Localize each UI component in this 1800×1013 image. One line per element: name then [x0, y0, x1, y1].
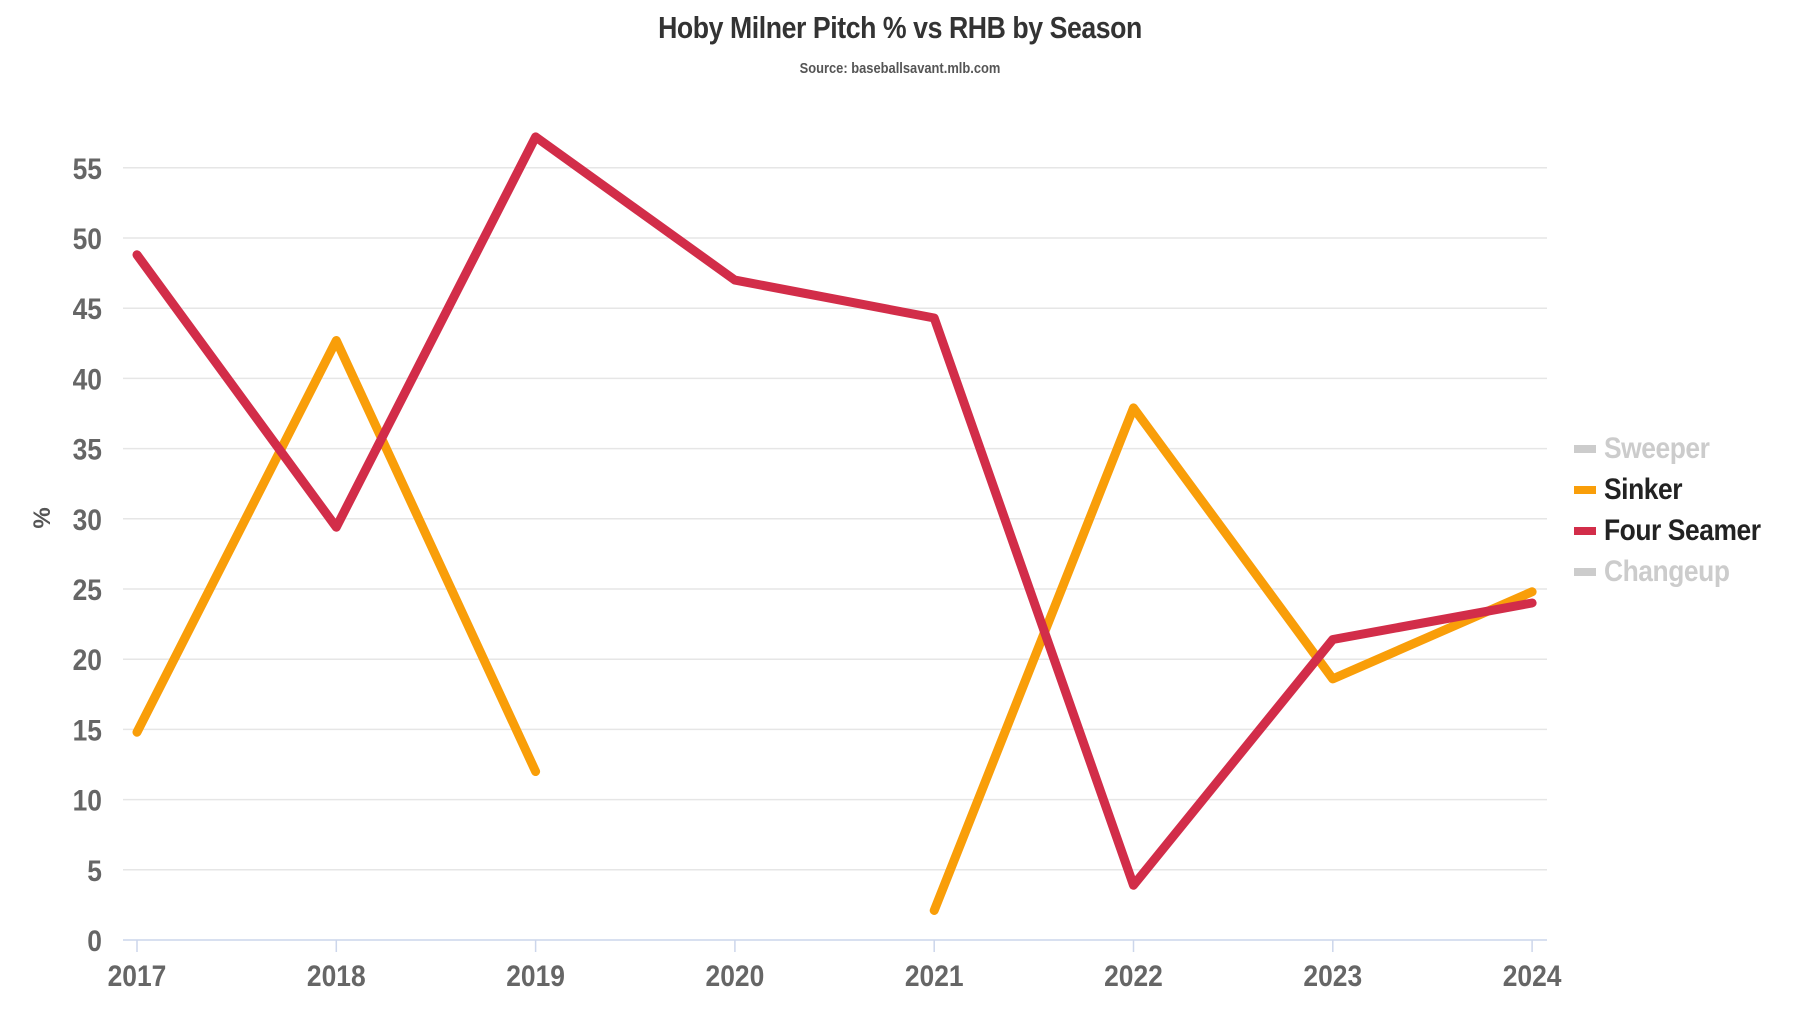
- legend-item-sinker[interactable]: Sinker: [1574, 469, 1782, 510]
- x-tick-label: 2022: [1104, 958, 1163, 992]
- y-tick-label: 45: [73, 292, 102, 326]
- legend-item-four-seamer[interactable]: Four Seamer: [1574, 510, 1782, 551]
- x-tick-label: 2021: [905, 958, 964, 992]
- x-tick-label: 2020: [706, 958, 765, 992]
- y-axis-label: %: [29, 507, 56, 528]
- series-line-four-seamer[interactable]: [132, 132, 1537, 890]
- y-tick-label: 35: [73, 432, 102, 466]
- y-tick-label: 55: [73, 151, 102, 185]
- legend: Sweeper Sinker Four Seamer Changeup: [1574, 428, 1782, 592]
- y-tick-label: 15: [73, 713, 102, 747]
- y-tick-label: 30: [73, 502, 102, 536]
- legend-swatch-sweeper: [1574, 444, 1596, 453]
- legend-label: Sinker: [1604, 472, 1683, 506]
- y-tick-label: 20: [73, 643, 102, 677]
- x-axis: 2017 2018 2019 2020 2021 2022 2023 2024: [108, 939, 1562, 992]
- y-axis-ticks: 0 5 10 15 20 25 30 35 40 45 50 55: [73, 151, 102, 957]
- x-tick-label: 2023: [1303, 958, 1362, 992]
- legend-label: Four Seamer: [1604, 513, 1761, 547]
- x-tick-label: 2019: [506, 958, 565, 992]
- series-line-sinker[interactable]: [929, 403, 1537, 915]
- y-tick-label: 0: [87, 923, 102, 957]
- chart-title: Hoby Milner Pitch % vs RHB by Season: [658, 10, 1142, 45]
- y-tick-label: 25: [73, 572, 102, 606]
- legend-swatch-changeup: [1574, 567, 1596, 576]
- series-line-sinker[interactable]: [132, 336, 541, 776]
- legend-label: Sweeper: [1604, 431, 1710, 465]
- series-lines[interactable]: [132, 132, 1537, 915]
- y-tick-label: 40: [73, 362, 102, 396]
- legend-item-changeup[interactable]: Changeup: [1574, 551, 1782, 592]
- y-tick-label: 10: [73, 783, 102, 817]
- gridlines: [123, 167, 1547, 871]
- y-tick-label: 50: [73, 221, 102, 255]
- x-tick-label: 2024: [1503, 958, 1562, 992]
- chart-subtitle: Source: baseballsavant.mlb.com: [799, 60, 1001, 77]
- legend-swatch-four-seamer: [1574, 526, 1596, 535]
- legend-label: Changeup: [1604, 554, 1730, 588]
- legend-item-sweeper[interactable]: Sweeper: [1574, 428, 1782, 469]
- y-tick-label: 5: [87, 853, 102, 887]
- x-tick-label: 2017: [108, 958, 167, 992]
- x-tick-label: 2018: [307, 958, 366, 992]
- legend-swatch-sinker: [1574, 485, 1596, 494]
